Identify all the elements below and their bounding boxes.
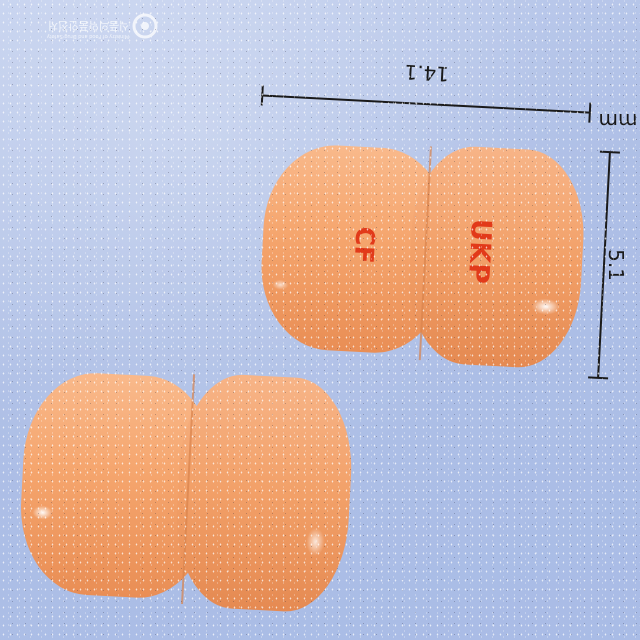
unit-label: mm bbox=[599, 109, 638, 133]
watermark-org-en: Ministry of Food and Drug Safety bbox=[47, 33, 129, 39]
length-dimension-tick-left bbox=[260, 85, 264, 106]
length-dimension-tick-right bbox=[588, 102, 592, 123]
length-dimension-line bbox=[262, 94, 590, 114]
length-label: 14.1 bbox=[404, 60, 450, 86]
capsule-bottom bbox=[21, 373, 352, 612]
width-dimension-tick-top bbox=[599, 150, 620, 154]
imprint-ukp: UKP bbox=[462, 218, 498, 285]
length-dimension: 14.1 bbox=[260, 60, 592, 123]
watermark-logo: 식품의약품안전처 Ministry of Food and Drug Safet… bbox=[47, 13, 158, 39]
capsule-top: UKP CF bbox=[261, 145, 584, 368]
width-dimension-tick-bottom bbox=[588, 376, 609, 380]
watermark-org-ko: 식품의약품안전처 bbox=[48, 19, 129, 33]
imprint-cf: CF bbox=[348, 226, 380, 264]
width-label: 5.1 bbox=[604, 249, 628, 281]
capsule-bottom-cap bbox=[176, 374, 352, 612]
